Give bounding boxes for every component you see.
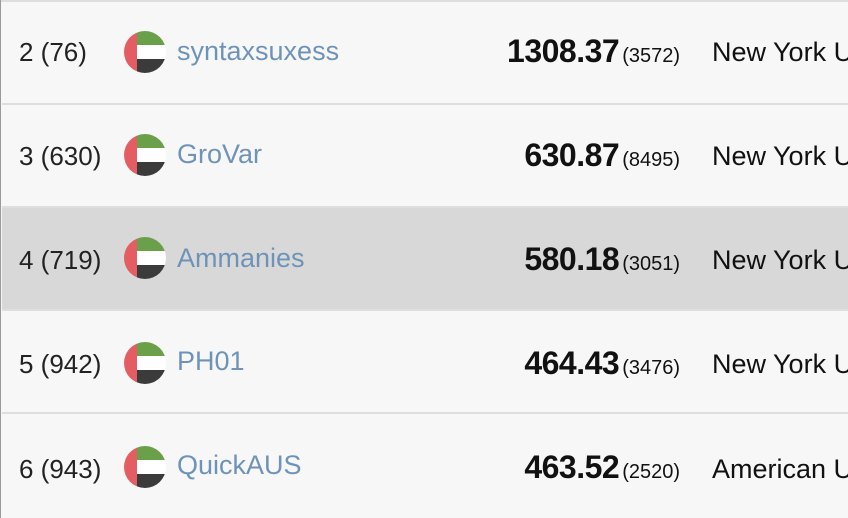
table-row-highlighted[interactable]: 4 (719) Ammanies 580.18 (3051) New York U xyxy=(2,208,848,311)
rank-cell: 5 (942) xyxy=(19,349,102,379)
uae-flag-icon xyxy=(124,342,166,384)
region-cell: American U xyxy=(712,454,848,484)
uae-flag-icon xyxy=(124,237,166,279)
score-cell: 463.52 (2520) xyxy=(524,449,680,486)
table-row[interactable]: 6 (943) QuickAUS 463.52 (2520) American U xyxy=(2,414,848,518)
uae-flag-icon xyxy=(124,31,166,73)
team-name-link[interactable]: syntaxsuxess xyxy=(177,36,340,66)
submission-count: (3572) xyxy=(622,45,680,67)
submission-count: (3051) xyxy=(622,253,680,275)
team-name-link[interactable]: GroVar xyxy=(177,139,263,169)
region-cell: New York U xyxy=(712,245,848,275)
rank-cell: 3 (630) xyxy=(19,141,102,171)
uae-flag-icon xyxy=(124,134,166,176)
score-value: 1308.37 xyxy=(507,33,620,69)
region-cell: New York U xyxy=(712,37,848,67)
score-value: 463.52 xyxy=(524,449,620,485)
score-cell: 1308.37 (3572) xyxy=(507,33,680,70)
region-cell: New York U xyxy=(712,349,848,379)
score-cell: 630.87 (8495) xyxy=(524,137,680,174)
score-value: 464.43 xyxy=(524,345,620,381)
rank-cell: 2 (76) xyxy=(19,37,87,67)
table-row[interactable]: 2 (76) syntaxsuxess 1308.37 (3572) New Yo… xyxy=(2,2,848,105)
rank-cell: 4 (719) xyxy=(19,245,102,275)
score-cell: 464.43 (3476) xyxy=(524,345,680,382)
submission-count: (3476) xyxy=(622,357,680,379)
table-row[interactable]: 5 (942) PH01 464.43 (3476) New York U xyxy=(2,311,848,414)
table-top-divider xyxy=(1,0,848,2)
region-cell: New York U xyxy=(712,141,848,171)
score-value: 580.18 xyxy=(524,241,620,277)
score-cell: 580.18 (3051) xyxy=(524,241,680,278)
score-value: 630.87 xyxy=(524,137,620,173)
team-name-link[interactable]: QuickAUS xyxy=(177,450,302,480)
team-name-link[interactable]: Ammanies xyxy=(177,243,305,273)
submission-count: (8495) xyxy=(622,149,680,171)
team-name-link[interactable]: PH01 xyxy=(177,346,245,376)
submission-count: (2520) xyxy=(622,461,680,483)
uae-flag-icon xyxy=(124,446,166,488)
table-row[interactable]: 3 (630) GroVar 630.87 (8495) New York U xyxy=(2,105,848,208)
rank-cell: 6 (943) xyxy=(19,454,102,484)
